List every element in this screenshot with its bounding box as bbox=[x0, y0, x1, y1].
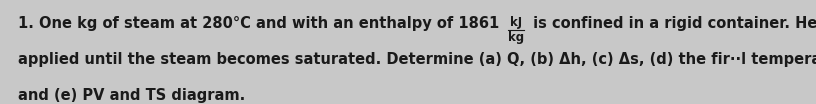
Text: kg: kg bbox=[508, 31, 525, 44]
Text: applied until the steam becomes saturated. Determine (a) Q, (b) Δh, (c) Δs, (d) : applied until the steam becomes saturate… bbox=[18, 52, 816, 67]
Text: and (e) PV and TS diagram.: and (e) PV and TS diagram. bbox=[18, 88, 245, 103]
Text: is confined in a rigid container. Heat is: is confined in a rigid container. Heat i… bbox=[528, 16, 816, 31]
Text: kJ: kJ bbox=[510, 16, 522, 29]
Text: 1. One kg of steam at 280°C and with an enthalpy of 1861: 1. One kg of steam at 280°C and with an … bbox=[18, 16, 504, 31]
